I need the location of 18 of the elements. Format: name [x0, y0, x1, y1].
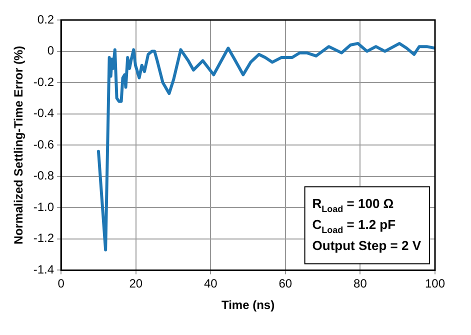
y-tick-label: 0.2 [37, 12, 54, 26]
y-tick-label: -0.6 [33, 137, 54, 152]
y-tick-label: -0.2 [33, 74, 54, 89]
x-tick-label: 0 [58, 276, 65, 291]
x-tick-label: 100 [424, 276, 446, 291]
y-tick-label: -1.2 [33, 231, 54, 246]
x-tick-label: 60 [278, 276, 292, 291]
x-axis-title: Time (ns) [221, 298, 275, 312]
x-tick-label: 40 [204, 276, 218, 291]
x-tick-label: 20 [129, 276, 143, 291]
y-tick-label: -1.4 [33, 262, 54, 277]
y-tick-label: -0.8 [33, 168, 54, 183]
y-tick-label: -0.4 [33, 106, 54, 120]
x-tick-label: 80 [354, 276, 368, 291]
y-tick-label: 0 [47, 44, 54, 58]
y-axis-title: Normalized Settling-Time Error (%) [12, 46, 26, 244]
annotation: Output Step = 2 V [312, 238, 422, 254]
y-tick-label: -1.0 [33, 200, 54, 214]
